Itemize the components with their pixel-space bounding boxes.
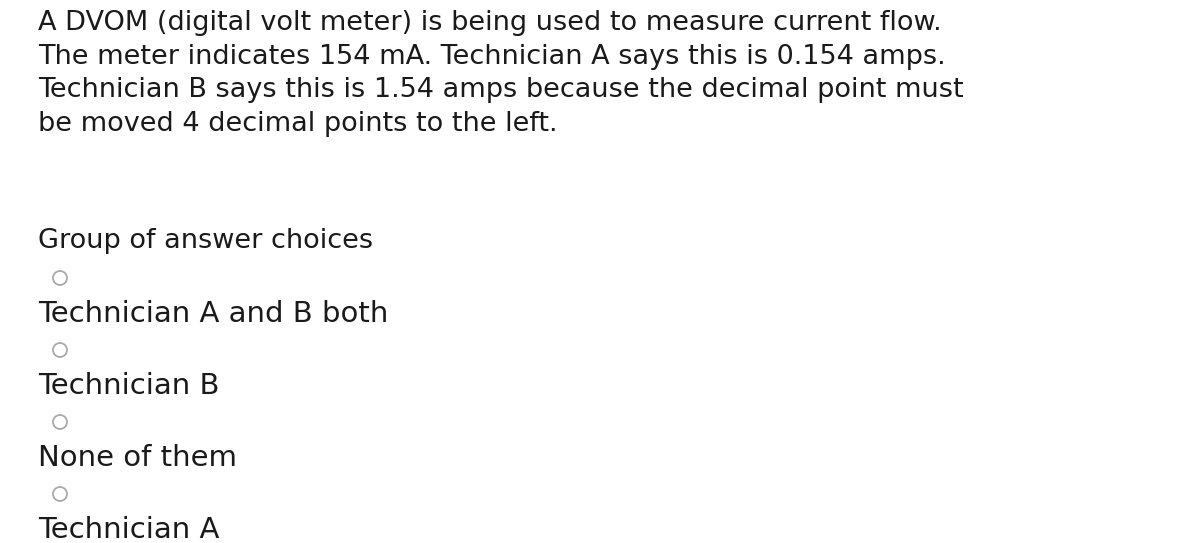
Text: Technician A and B both: Technician A and B both [38,300,389,328]
Text: None of them: None of them [38,444,238,472]
Text: A DVOM (digital volt meter) is being used to measure current flow.
The meter ind: A DVOM (digital volt meter) is being use… [38,10,964,137]
Text: Technician B: Technician B [38,372,220,400]
Text: Technician A: Technician A [38,516,220,543]
Text: Group of answer choices: Group of answer choices [38,228,373,254]
